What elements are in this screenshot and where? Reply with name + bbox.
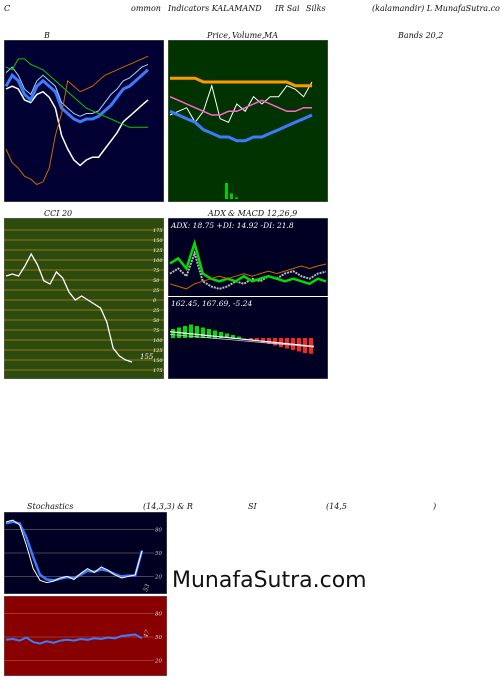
cci-tick-label: 100: [153, 258, 163, 264]
rsi-chart: 80 50 20 47: [4, 596, 167, 676]
macd-histogram-bar: [195, 326, 199, 338]
macd-divider: [168, 296, 328, 297]
cci-tick-label: 150: [153, 358, 163, 364]
macd-histogram-bar: [207, 329, 211, 338]
label-bands: Bands 20,2: [398, 31, 444, 40]
label-volume: Volume,: [232, 31, 265, 40]
stoch-tick-label: 50: [155, 551, 162, 557]
label-price: Price,: [207, 31, 231, 40]
header-c: C: [4, 4, 11, 13]
cci-tick-label: 50: [153, 318, 160, 324]
minus-di-line: [169, 263, 327, 290]
macd-histogram-bar: [183, 326, 187, 338]
macd-histogram-bar: [255, 338, 259, 341]
label-cci: CCI 20: [44, 209, 73, 218]
label-stoch: Stochastics: [27, 502, 74, 511]
cci-line: [5, 252, 133, 363]
label-b: B: [44, 31, 50, 40]
macd-histogram-bar: [267, 338, 271, 344]
bb-middle-band-edge: [5, 63, 149, 117]
label-si: SI: [248, 502, 257, 511]
label-macd: & MACD 12,26,9: [228, 209, 298, 218]
bb-upper-band: [5, 58, 148, 128]
macd-histogram-bar: [219, 332, 223, 338]
cci-tick-label: 175: [153, 368, 163, 374]
cci-background: [4, 218, 164, 379]
stochastics-chart: 80 50 20 53: [4, 512, 167, 594]
macd-histogram-bar: [213, 330, 217, 338]
cci-tick-label: 50: [153, 278, 160, 284]
stoch-k-line: [5, 519, 143, 584]
header-indicators: Indicators KALAMAND: [168, 4, 262, 13]
cci-tick-label: 125: [153, 348, 163, 354]
price-volume-chart: [168, 40, 328, 202]
label-rsi-params: (14,5: [326, 502, 347, 511]
pv-ma-pink: [169, 96, 312, 116]
macd-histogram-bar: [189, 324, 193, 338]
bb-middle-band: [4, 68, 149, 124]
stoch-d-line: [5, 520, 144, 582]
macd-text: 162.45, 167.69, -5.24: [171, 299, 252, 308]
watermark: MunafaSutra.com: [172, 568, 367, 593]
macd-histogram-bar: [225, 333, 229, 338]
cci-tick-label: 75: [153, 328, 159, 334]
rsi-tick-label: 20: [154, 658, 162, 664]
rsi-line: [5, 633, 143, 645]
header-silks: Silks: [306, 4, 326, 13]
cci-tick-label: 150: [153, 238, 163, 244]
stoch-tick-label: 20: [154, 574, 162, 580]
stoch-tick-label: 80: [155, 528, 162, 534]
cci-tick-label: 175: [153, 228, 163, 234]
bb-price-line: [5, 85, 149, 167]
cci-tick-label: 25: [152, 288, 159, 294]
header-site: (kalamandir) L MunafaSutra.com: [372, 4, 500, 13]
adx-line: [169, 250, 327, 290]
macd-histogram-bar: [201, 327, 205, 338]
pv-price-line: [169, 81, 313, 124]
bb-lower-band: [5, 55, 149, 186]
bollinger-bands-chart: [4, 40, 164, 202]
macd-histogram-bar: [237, 336, 241, 338]
cci-tick-label: 25: [152, 308, 159, 314]
macd-histogram-bar: [273, 338, 277, 346]
cci-value-label: 155: [140, 353, 154, 361]
plus-di-line: [169, 238, 327, 286]
adx-text: ADX: 18.75 +DI: 14.92 -DI: 21.8: [170, 221, 294, 230]
stoch-value-label: 53: [142, 583, 151, 593]
volume-bar: [230, 193, 233, 199]
pv-ma-blue: [169, 109, 313, 143]
macd-histogram-bar: [171, 329, 175, 338]
cci-tick-label: 100: [153, 338, 163, 344]
rsi-value-label: 47: [142, 629, 152, 640]
header-ir: IR Sai: [275, 4, 300, 13]
label-ma: MA: [264, 31, 278, 40]
adx-macd-chart: ADX: 18.75 +DI: 14.92 -DI: 21.8 162.45, …: [168, 218, 328, 379]
label-stoch-params: (14,3,3) & R: [143, 502, 193, 511]
rsi-tick-label: 80: [155, 612, 162, 618]
volume-bar: [235, 197, 238, 199]
cci-tick-label: 75: [153, 268, 159, 274]
macd-signal-line: [169, 334, 315, 348]
label-rsi-close: ): [433, 502, 437, 511]
macd-histogram-bar: [249, 338, 253, 340]
rsi-tick-label: 50: [155, 635, 162, 641]
pv-ma-orange: [170, 76, 312, 88]
cci-tick-label: 0: [153, 298, 157, 304]
header-ommon: ommon: [131, 4, 161, 13]
cci-tick-label: 125: [153, 248, 163, 254]
macd-histogram-bar: [261, 338, 265, 343]
macd-histogram-bar: [231, 335, 235, 338]
label-adx: ADX: [208, 209, 226, 218]
macd-line: [169, 331, 315, 347]
cci-chart: 175 150 125 100 75 50 25 0 25 50 75 100 125 150 175 15…: [4, 218, 164, 379]
volume-bar: [225, 183, 228, 199]
